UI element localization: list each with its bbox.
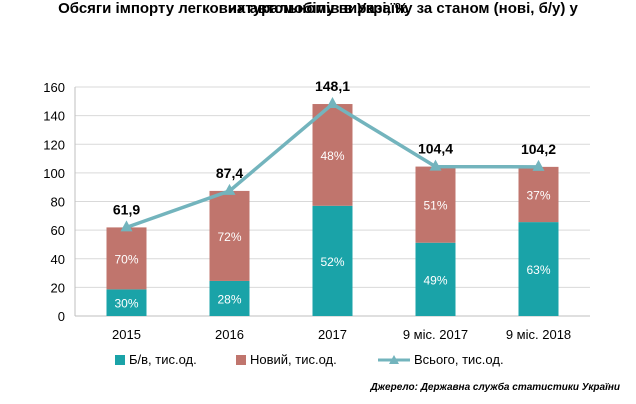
legend-line-marker-total: [378, 354, 410, 364]
source-note: Джерело: Державна служба статистики Укра…: [370, 382, 620, 393]
y-tick-label: 120: [43, 137, 65, 152]
bar-used: [518, 222, 559, 316]
y-tick-label: 60: [51, 223, 65, 238]
bar-label-used: 52%: [320, 255, 344, 269]
bar-label-used: 28%: [217, 292, 241, 306]
bar-label-new: 48%: [320, 149, 344, 163]
chart-title-line-1: Обсяги імпорту легкових автомобілів в Ук…: [58, 0, 578, 17]
bar-label-new: 70%: [114, 252, 138, 266]
y-tick-label: 40: [51, 252, 65, 267]
x-tick-label: 9 міс. 2018: [506, 327, 571, 342]
data-label-total: 87,4: [216, 165, 243, 181]
y-tick-label: 140: [43, 109, 65, 124]
bar-new: [518, 166, 559, 223]
x-tick-label: 2015: [112, 327, 141, 342]
y-tick-label: 20: [51, 280, 65, 295]
legend-item-total: Всього, тис.од.: [378, 352, 504, 367]
bar-new: [415, 166, 456, 243]
bar-label-new: 72%: [217, 230, 241, 244]
marker-total: [532, 159, 545, 171]
bar-used: [106, 289, 147, 316]
bar-new: [209, 190, 250, 281]
bar-label-used: 30%: [114, 297, 138, 311]
legend-swatch-used: [115, 354, 125, 365]
y-tick-label: 160: [43, 80, 65, 95]
bar-label-new: 51%: [423, 199, 447, 213]
x-tick-label: 2016: [215, 327, 244, 342]
data-label-total: 104,2: [521, 141, 556, 157]
chart-plot: 0 20 40 60 80 100 120 140 160 2015 2016 2017 9 міс. …: [43, 78, 590, 342]
marker-total: [223, 183, 236, 195]
bar-used: [415, 242, 456, 316]
bar-new: [312, 104, 353, 206]
bar-label-new: 37%: [526, 188, 550, 202]
bar-label-used: 63%: [526, 263, 550, 277]
y-tick-label: 80: [51, 195, 65, 210]
data-label-total: 104,4: [418, 141, 453, 157]
bar-label-used: 49%: [423, 273, 447, 287]
x-tick-label: 9 міс. 2017: [403, 327, 468, 342]
data-label-total: 61,9: [113, 201, 140, 217]
marker-total: [326, 97, 339, 109]
legend-item-new: Новий, тис.од.: [236, 352, 337, 367]
legend-item-used: Б/в, тис.од.: [115, 352, 197, 367]
chart-title-line-2: натуральному виразі, %: [227, 0, 409, 17]
legend-swatch-new: [236, 354, 246, 365]
bar-used: [312, 205, 353, 316]
legend-label-used: Б/в, тис.од.: [129, 352, 197, 367]
bar-new: [106, 227, 147, 290]
marker-total: [429, 159, 442, 171]
legend-label-total: Всього, тис.од.: [414, 352, 504, 367]
bar-used: [209, 280, 250, 316]
y-tick-label: 0: [58, 309, 65, 324]
chart-legend: Б/в, тис.од. Новий, тис.од. Всього, тис.…: [0, 352, 636, 372]
data-label-total: 148,1: [315, 78, 350, 94]
marker-total: [120, 220, 133, 232]
legend-label-new: Новий, тис.од.: [250, 352, 337, 367]
y-tick-label: 100: [43, 166, 65, 181]
x-tick-label: 2017: [318, 327, 347, 342]
